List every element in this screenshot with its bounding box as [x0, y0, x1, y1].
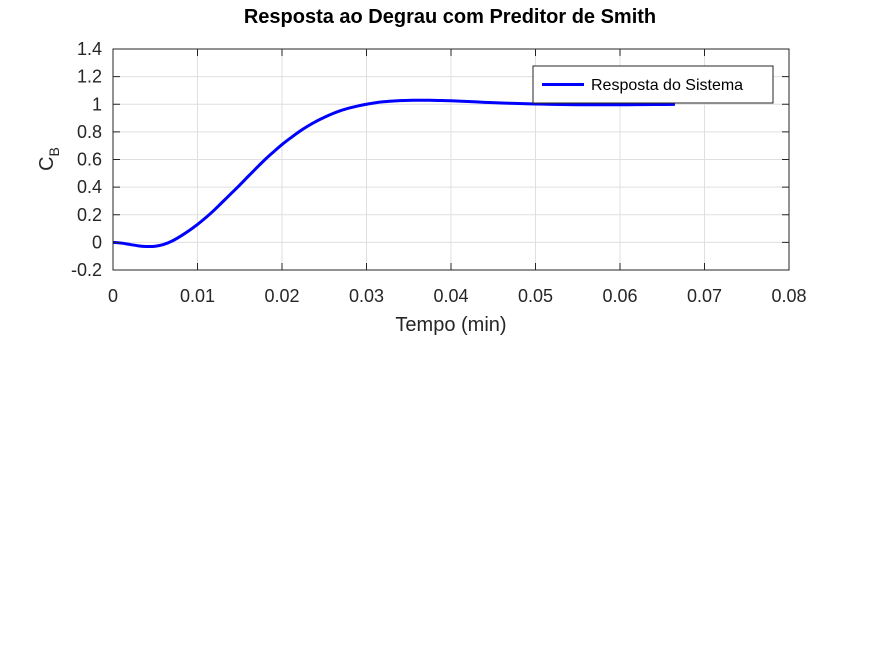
x-tick-label: 0.01 — [180, 286, 215, 306]
y-axis-label-sub: B — [46, 147, 62, 156]
y-axis-label: CB — [36, 147, 62, 171]
y-tick-label: 0.6 — [77, 150, 102, 170]
legend: Resposta do Sistema — [532, 65, 774, 104]
series-group — [112, 98, 675, 249]
legend-label: Resposta do Sistema — [591, 77, 743, 94]
x-tick-label: 0.03 — [349, 286, 384, 306]
y-tick-label: -0.2 — [71, 260, 102, 280]
y-tick-label: 0.2 — [77, 205, 102, 225]
y-axis-label-main: C — [36, 156, 58, 170]
chart-title: Resposta ao Degrau com Preditor de Smith — [244, 6, 656, 28]
x-tick-label: 0.08 — [771, 286, 806, 306]
y-tick-labels: -0.2 0 0.2 0.4 0.6 0.8 1 1.2 1.4 — [71, 39, 102, 280]
x-tick-labels: 0 0.01 0.02 0.03 0.04 0.05 0.06 0.07 0.08 — [108, 286, 807, 306]
y-tick-label: 1 — [92, 94, 102, 114]
y-tick-label: 1.4 — [77, 39, 102, 59]
x-tick-label: 0.07 — [687, 286, 722, 306]
x-axis-label: Tempo (min) — [395, 314, 506, 336]
y-tick-label: 0.4 — [77, 177, 102, 197]
x-tick-label: 0.05 — [518, 286, 553, 306]
y-tick-label: 0 — [92, 232, 102, 252]
series-line-0 — [112, 98, 675, 249]
x-tick-label: 0.06 — [602, 286, 637, 306]
y-tick-label: 1.2 — [77, 67, 102, 87]
x-tick-label: 0.02 — [264, 286, 299, 306]
x-tick-label: 0.04 — [433, 286, 468, 306]
y-tick-label: 0.8 — [77, 122, 102, 142]
ticks — [112, 48, 790, 271]
x-tick-label: 0 — [108, 286, 118, 306]
